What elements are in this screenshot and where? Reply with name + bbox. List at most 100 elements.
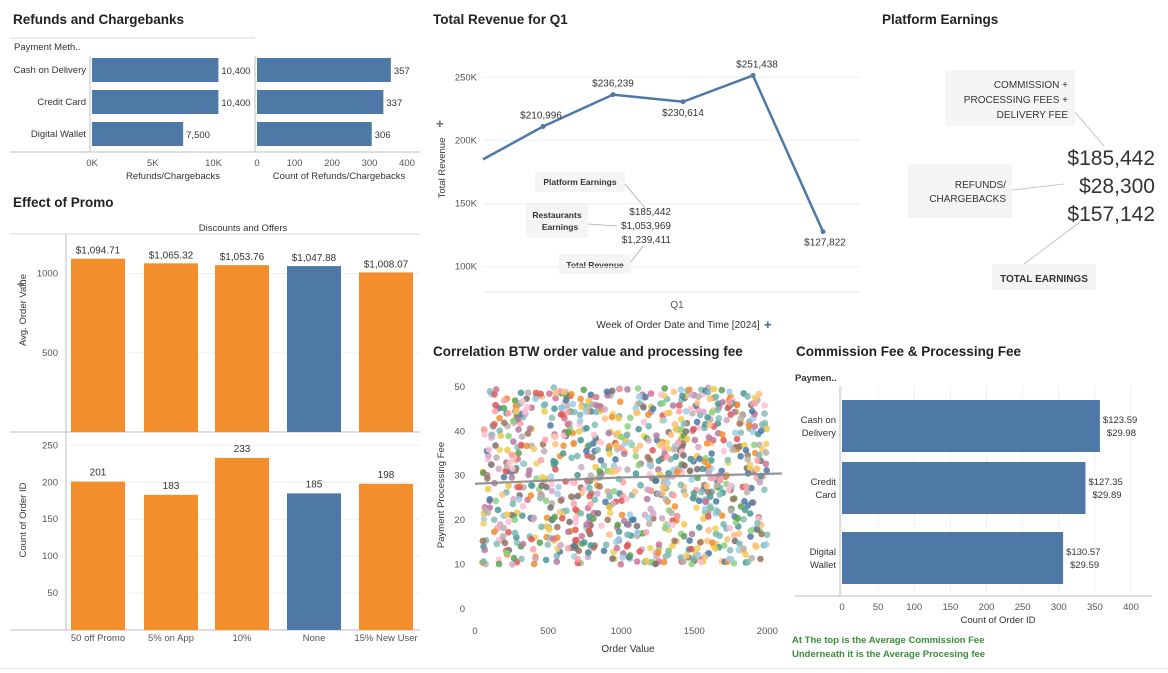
scatter-point bbox=[747, 533, 754, 540]
scatter-point bbox=[661, 524, 669, 532]
commission-row-header: Paymen.. bbox=[795, 373, 837, 384]
scatter-point bbox=[590, 515, 597, 522]
scatter-point bbox=[719, 398, 726, 406]
scatter-point bbox=[544, 541, 552, 548]
promo-count-bar-50-off-promo bbox=[71, 481, 125, 630]
commission-note-line1: At The top is the Average Commission Fee bbox=[792, 635, 985, 646]
revenue-ytick: 150K bbox=[455, 199, 478, 210]
scatter-point bbox=[726, 399, 734, 406]
scatter-point bbox=[646, 461, 654, 469]
scatter-point bbox=[523, 403, 531, 411]
scatter-point bbox=[658, 391, 665, 398]
scatter-point bbox=[710, 385, 718, 393]
refunds-bar-digital-wallet bbox=[92, 122, 184, 146]
scatter-point bbox=[538, 492, 546, 500]
scatter-point bbox=[574, 492, 582, 500]
scatter-title: Correlation BTW order value and processi… bbox=[433, 344, 743, 359]
scatter-point bbox=[540, 447, 548, 455]
scatter-point bbox=[557, 541, 564, 549]
scatter-point bbox=[500, 404, 508, 412]
scatter-point bbox=[683, 435, 691, 443]
scatter-point bbox=[606, 450, 614, 457]
scatter-point bbox=[620, 450, 628, 458]
scatter-ytick: 20 bbox=[454, 515, 465, 526]
scatter-point bbox=[583, 447, 590, 455]
scatter-point bbox=[597, 439, 605, 446]
scatter-point bbox=[603, 388, 611, 395]
revenue-data-label: $210,996 bbox=[520, 111, 562, 122]
scatter-point bbox=[670, 491, 677, 499]
scatter-point bbox=[671, 420, 679, 428]
scatter-point bbox=[714, 406, 722, 414]
scatter-point bbox=[763, 425, 771, 433]
scatter-point bbox=[640, 404, 647, 411]
refunds-right-xlabel: Count of Refunds/Chargebacks bbox=[273, 171, 406, 182]
refunds-title: Refunds and Chargebanks bbox=[13, 12, 185, 27]
scatter-point bbox=[654, 549, 662, 557]
promo-bottom-tick: 250 bbox=[42, 440, 58, 451]
promo-avg-bar-50-off-promo bbox=[71, 258, 125, 432]
scatter-point bbox=[632, 452, 640, 460]
scatter-point bbox=[509, 561, 516, 568]
refunds-panel: Refunds and Chargebanks Payment Meth.. R… bbox=[0, 0, 425, 190]
scatter-point bbox=[585, 549, 592, 556]
scatter-point bbox=[612, 456, 619, 463]
scatter-point bbox=[582, 408, 590, 416]
promo-avg-label: $1,047.88 bbox=[292, 253, 337, 264]
commission-title: Commission Fee & Processing Fee bbox=[796, 344, 1022, 359]
scatter-point bbox=[580, 386, 588, 394]
promo-bottom-tick: 50 bbox=[47, 588, 58, 599]
scatter-point bbox=[615, 528, 623, 535]
scatter-point bbox=[757, 555, 764, 563]
scatter-point bbox=[526, 425, 534, 432]
scatter-point bbox=[596, 468, 603, 475]
scatter-point bbox=[742, 483, 750, 491]
scatter-point bbox=[742, 446, 750, 454]
scatter-point bbox=[613, 544, 621, 552]
scatter-point bbox=[488, 461, 495, 468]
refunds-count-label: 337 bbox=[386, 98, 402, 109]
scatter-point bbox=[647, 390, 655, 397]
scatter-point bbox=[538, 523, 545, 531]
scatter-point bbox=[757, 427, 765, 435]
scatter-point bbox=[733, 435, 741, 443]
scatter-point bbox=[505, 518, 512, 526]
scatter-point bbox=[537, 456, 545, 464]
scatter-point bbox=[543, 514, 551, 522]
scatter-point bbox=[706, 493, 714, 501]
scatter-panel: Correlation BTW order value and processi… bbox=[425, 340, 790, 660]
scatter-point bbox=[572, 526, 579, 534]
promo-avg-label: $1,008.07 bbox=[364, 259, 409, 270]
promo-top-tick: 1000 bbox=[37, 269, 58, 280]
scatter-point bbox=[716, 476, 724, 484]
scatter-point bbox=[762, 460, 770, 468]
scatter-point bbox=[564, 429, 572, 436]
scatter-point bbox=[710, 474, 717, 482]
scatter-point bbox=[693, 418, 701, 426]
scatter-point bbox=[619, 554, 626, 561]
scatter-point bbox=[600, 462, 608, 469]
scatter-point bbox=[698, 488, 705, 496]
revenue-point bbox=[540, 124, 546, 130]
scatter-point bbox=[661, 385, 668, 392]
scatter-point bbox=[552, 441, 559, 448]
scatter-point bbox=[549, 535, 557, 542]
refunds-bar-credit-card bbox=[92, 90, 219, 114]
scatter-point bbox=[751, 394, 759, 401]
promo-category-15-new-user: 15% New User bbox=[354, 633, 417, 644]
scatter-point bbox=[564, 420, 572, 428]
scatter-point bbox=[624, 531, 631, 538]
scatter-point bbox=[557, 497, 565, 504]
scatter-point bbox=[750, 441, 758, 449]
promo-panel: Effect of Promo Discounts and Offers Avg… bbox=[0, 190, 425, 650]
scatter-point bbox=[588, 453, 596, 461]
commission-chart: Paymen.. Count of Order ID 0 50 100 150 200 2… bbox=[795, 373, 1152, 626]
scatter-point bbox=[602, 498, 609, 506]
promo-category-50-off-promo: 50 off Promo bbox=[71, 633, 125, 644]
scatter-point bbox=[592, 393, 600, 401]
scatter-point bbox=[604, 516, 612, 524]
refunds-count-label: 306 bbox=[375, 130, 391, 141]
pin-icon-revenue-x: ✚ bbox=[764, 320, 772, 330]
scatter-point bbox=[551, 405, 558, 412]
scatter-point bbox=[485, 446, 493, 453]
